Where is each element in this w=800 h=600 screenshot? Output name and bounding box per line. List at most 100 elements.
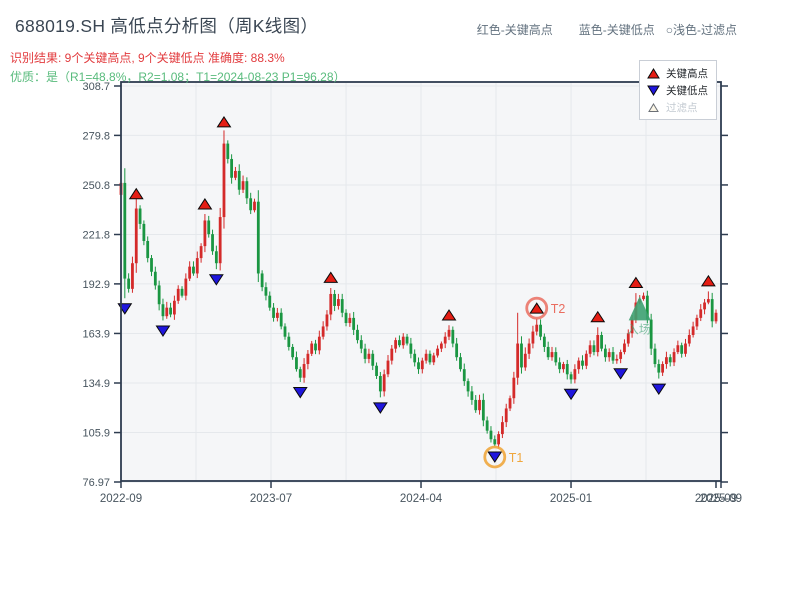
candle-body bbox=[394, 340, 398, 349]
candle-body bbox=[665, 357, 668, 365]
candle-body bbox=[695, 317, 699, 327]
candle-body bbox=[241, 181, 245, 190]
candle-body bbox=[653, 348, 657, 365]
candle-body bbox=[375, 365, 378, 376]
candle-body bbox=[272, 307, 275, 318]
x-tick-label: 2025-09 bbox=[695, 493, 737, 505]
candle-body bbox=[630, 319, 634, 334]
candle-body bbox=[386, 360, 390, 375]
candle-body bbox=[169, 307, 172, 315]
candle-body bbox=[592, 345, 596, 353]
candle-body bbox=[466, 381, 470, 392]
candle-body bbox=[493, 439, 497, 445]
candle-body bbox=[619, 352, 623, 359]
candle-body bbox=[356, 329, 359, 341]
candle-body bbox=[405, 336, 409, 344]
key-high-marker bbox=[128, 187, 144, 200]
candle-body bbox=[295, 357, 298, 370]
candle-body bbox=[268, 295, 272, 308]
candle-body bbox=[569, 374, 573, 380]
y-tick-label: 76.97 bbox=[82, 477, 110, 489]
candle-body bbox=[157, 285, 161, 305]
candle-body bbox=[310, 343, 314, 354]
candle-body bbox=[436, 348, 439, 356]
candle-body bbox=[520, 343, 523, 368]
candle-body bbox=[607, 352, 611, 358]
color-key-high: 红色-关键高点 bbox=[476, 23, 553, 37]
candle-body bbox=[161, 304, 165, 317]
legend-label-key-high: 关键高点 bbox=[666, 68, 708, 80]
key-high-marker bbox=[441, 309, 457, 321]
candle-body bbox=[554, 352, 558, 363]
candle-body bbox=[317, 336, 321, 351]
candle-body bbox=[337, 299, 340, 306]
candle-body bbox=[672, 352, 676, 363]
candle-body bbox=[291, 346, 295, 358]
candle-body bbox=[615, 358, 619, 361]
candle-body bbox=[214, 251, 218, 264]
candle-body bbox=[508, 398, 512, 409]
candle-body bbox=[687, 334, 691, 344]
candle-body bbox=[577, 360, 581, 370]
candle-body bbox=[642, 295, 645, 300]
candle-body bbox=[706, 299, 710, 303]
candle-body bbox=[378, 375, 382, 392]
key-high-marker bbox=[323, 271, 339, 283]
candle-body bbox=[134, 208, 138, 264]
candle-body bbox=[562, 364, 565, 370]
candle-body bbox=[714, 312, 718, 322]
candle-body bbox=[344, 312, 348, 324]
candle-body bbox=[275, 312, 279, 318]
key-low-marker bbox=[155, 325, 171, 337]
key-high-triangle-icon bbox=[647, 68, 660, 79]
filtered-triangle-icon bbox=[648, 103, 659, 112]
y-tick-label: 308.7 bbox=[82, 81, 110, 93]
candle-body bbox=[516, 343, 520, 378]
legend-item-key-low: 关键低点 bbox=[640, 82, 716, 99]
candle-body bbox=[611, 352, 615, 361]
candle-body bbox=[443, 336, 447, 344]
candle-body bbox=[306, 353, 310, 365]
candle-body bbox=[691, 326, 695, 335]
candle-body bbox=[138, 208, 142, 224]
t2-label: T2 bbox=[551, 302, 566, 316]
candle-body bbox=[302, 364, 306, 378]
kline-chart: T1 T2 入场 308.7 279.8 250.8 221.8 192.9 163.9 134.… bbox=[82, 81, 742, 505]
candle-body bbox=[485, 420, 489, 431]
candle-body bbox=[565, 364, 569, 375]
candle-body bbox=[287, 336, 291, 347]
x-tick-label: 2025-09 bbox=[700, 493, 742, 505]
key-high-marker bbox=[197, 198, 213, 210]
candle-body bbox=[668, 357, 672, 363]
candle-body bbox=[680, 345, 684, 354]
candle-body bbox=[535, 324, 539, 332]
candle-body bbox=[459, 357, 462, 370]
x-tick-label: 2022-09 bbox=[100, 493, 142, 505]
key-low-triangle-icon bbox=[647, 85, 660, 96]
legend-item-filtered: 过滤点 bbox=[640, 99, 716, 116]
candle-body bbox=[348, 317, 352, 324]
candle-body bbox=[542, 336, 546, 347]
y-tick-label: 134.9 bbox=[82, 378, 110, 390]
candle-body bbox=[188, 266, 192, 279]
candle-body bbox=[314, 343, 317, 351]
key-low-marker bbox=[563, 388, 579, 401]
candle-body bbox=[481, 399, 485, 421]
candle-body bbox=[417, 362, 420, 370]
candle-body bbox=[474, 399, 478, 411]
plot-legend: 关键高点 关键低点 过滤点 bbox=[639, 60, 717, 120]
candle-body bbox=[539, 324, 542, 337]
candle-body bbox=[127, 278, 131, 289]
candle-body bbox=[527, 343, 531, 354]
candle-body bbox=[581, 360, 584, 366]
candle-body bbox=[199, 246, 203, 259]
candle-body bbox=[321, 326, 325, 337]
candle-body bbox=[424, 353, 428, 361]
candle-body bbox=[260, 273, 264, 288]
candle-body bbox=[131, 263, 134, 289]
candle-body bbox=[546, 346, 550, 358]
candle-body bbox=[603, 348, 607, 358]
candle-body bbox=[207, 220, 211, 235]
candle-body bbox=[657, 364, 661, 373]
